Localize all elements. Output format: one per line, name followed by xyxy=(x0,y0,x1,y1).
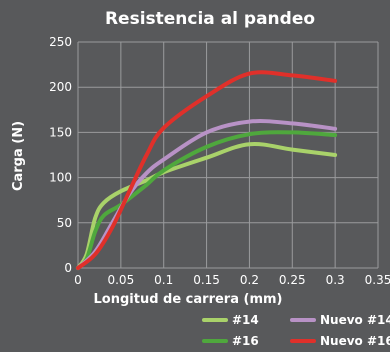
x-tick-label: 0.25 xyxy=(279,273,306,287)
x-tick-label: 0 xyxy=(74,273,82,287)
y-axis-label: Carga (N) xyxy=(11,121,26,191)
series-line xyxy=(76,119,338,270)
legend: #14 Nuevo #14 #16 Nuevo #16 xyxy=(202,313,390,348)
chart-title: Resistencia al pandeo xyxy=(105,9,315,29)
y-tick-label: 100 xyxy=(49,171,72,185)
x-tick-label: 0.35 xyxy=(365,273,390,287)
y-tick-label: 250 xyxy=(49,35,72,49)
y-tick-label: 150 xyxy=(49,125,72,139)
x-tick-label: 0.05 xyxy=(107,273,134,287)
legend-label: Nuevo #16 xyxy=(320,334,390,348)
y-tick-label: 200 xyxy=(49,80,72,94)
legend-label: #16 xyxy=(232,334,259,348)
series-line xyxy=(76,130,338,270)
series-lines xyxy=(76,70,338,270)
tick-labels: 0 0.05 0.1 0.15 0.2 0.25 0.3 0.35 0 50 100 150 200 25… xyxy=(49,35,390,287)
x-tick-label: 0.15 xyxy=(193,273,220,287)
series-line xyxy=(76,141,338,270)
y-tick-label: 0 xyxy=(64,261,72,275)
legend-label: Nuevo #14 xyxy=(320,313,390,327)
y-tick-label: 50 xyxy=(57,216,72,230)
x-tick-label: 0.3 xyxy=(326,273,345,287)
x-axis-label: Longitud de carrera (mm) xyxy=(94,292,283,307)
x-tick-label: 0.1 xyxy=(154,273,173,287)
series-line xyxy=(76,70,338,270)
grid xyxy=(77,41,379,269)
legend-label: #14 xyxy=(232,313,259,327)
x-tick-label: 0.2 xyxy=(240,273,259,287)
